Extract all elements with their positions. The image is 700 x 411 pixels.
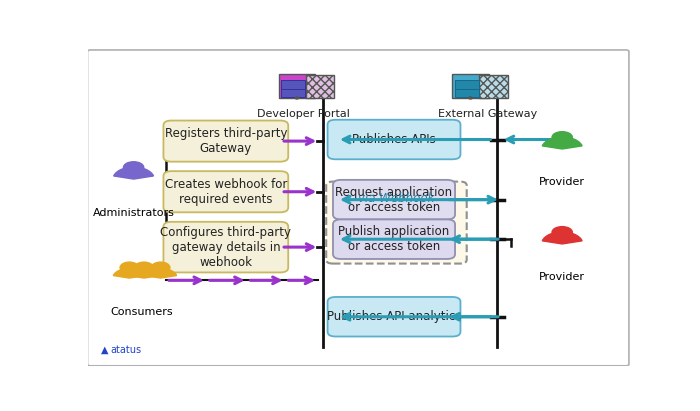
Text: Configures third-party
gateway details in
webhook: Configures third-party gateway details i… bbox=[160, 226, 291, 269]
FancyBboxPatch shape bbox=[333, 219, 455, 259]
FancyBboxPatch shape bbox=[163, 222, 288, 272]
FancyBboxPatch shape bbox=[455, 89, 479, 97]
Circle shape bbox=[122, 161, 144, 174]
FancyBboxPatch shape bbox=[163, 120, 288, 162]
Text: via Webhook: via Webhook bbox=[358, 192, 435, 206]
FancyBboxPatch shape bbox=[326, 182, 467, 263]
Text: Request application
or access token: Request application or access token bbox=[335, 186, 453, 214]
Text: atatus: atatus bbox=[111, 345, 142, 355]
Wedge shape bbox=[145, 268, 176, 278]
Text: Publish application
or access token: Publish application or access token bbox=[338, 225, 449, 253]
FancyBboxPatch shape bbox=[480, 75, 508, 98]
Text: Administrators: Administrators bbox=[92, 208, 174, 217]
FancyBboxPatch shape bbox=[279, 74, 315, 98]
Text: External Gateway: External Gateway bbox=[438, 109, 538, 119]
Circle shape bbox=[135, 262, 153, 273]
Circle shape bbox=[552, 131, 573, 143]
Text: Registers third-party
Gateway: Registers third-party Gateway bbox=[164, 127, 287, 155]
Wedge shape bbox=[128, 268, 160, 278]
Text: Provider: Provider bbox=[539, 178, 585, 187]
FancyBboxPatch shape bbox=[328, 297, 461, 337]
FancyBboxPatch shape bbox=[281, 80, 305, 89]
FancyBboxPatch shape bbox=[163, 171, 288, 212]
Circle shape bbox=[469, 97, 472, 99]
Circle shape bbox=[151, 262, 170, 273]
Text: Consumers: Consumers bbox=[111, 307, 173, 317]
FancyBboxPatch shape bbox=[452, 74, 489, 98]
Wedge shape bbox=[542, 137, 582, 149]
Text: Publishes API analytics: Publishes API analytics bbox=[327, 310, 461, 323]
Circle shape bbox=[552, 226, 573, 238]
Text: Creates webhook for
required events: Creates webhook for required events bbox=[164, 178, 287, 206]
Text: Provider: Provider bbox=[539, 272, 585, 282]
FancyBboxPatch shape bbox=[328, 120, 461, 159]
FancyBboxPatch shape bbox=[88, 50, 629, 366]
Wedge shape bbox=[113, 268, 146, 278]
FancyBboxPatch shape bbox=[455, 80, 479, 89]
Text: ▲: ▲ bbox=[101, 345, 108, 355]
FancyBboxPatch shape bbox=[281, 89, 305, 97]
FancyBboxPatch shape bbox=[306, 75, 335, 98]
Text: Publishes APIs: Publishes APIs bbox=[352, 133, 436, 146]
Wedge shape bbox=[113, 167, 153, 179]
FancyBboxPatch shape bbox=[333, 180, 455, 219]
Circle shape bbox=[120, 262, 139, 273]
Wedge shape bbox=[542, 232, 582, 244]
Circle shape bbox=[295, 97, 299, 99]
Text: Developer Portal: Developer Portal bbox=[257, 109, 350, 119]
